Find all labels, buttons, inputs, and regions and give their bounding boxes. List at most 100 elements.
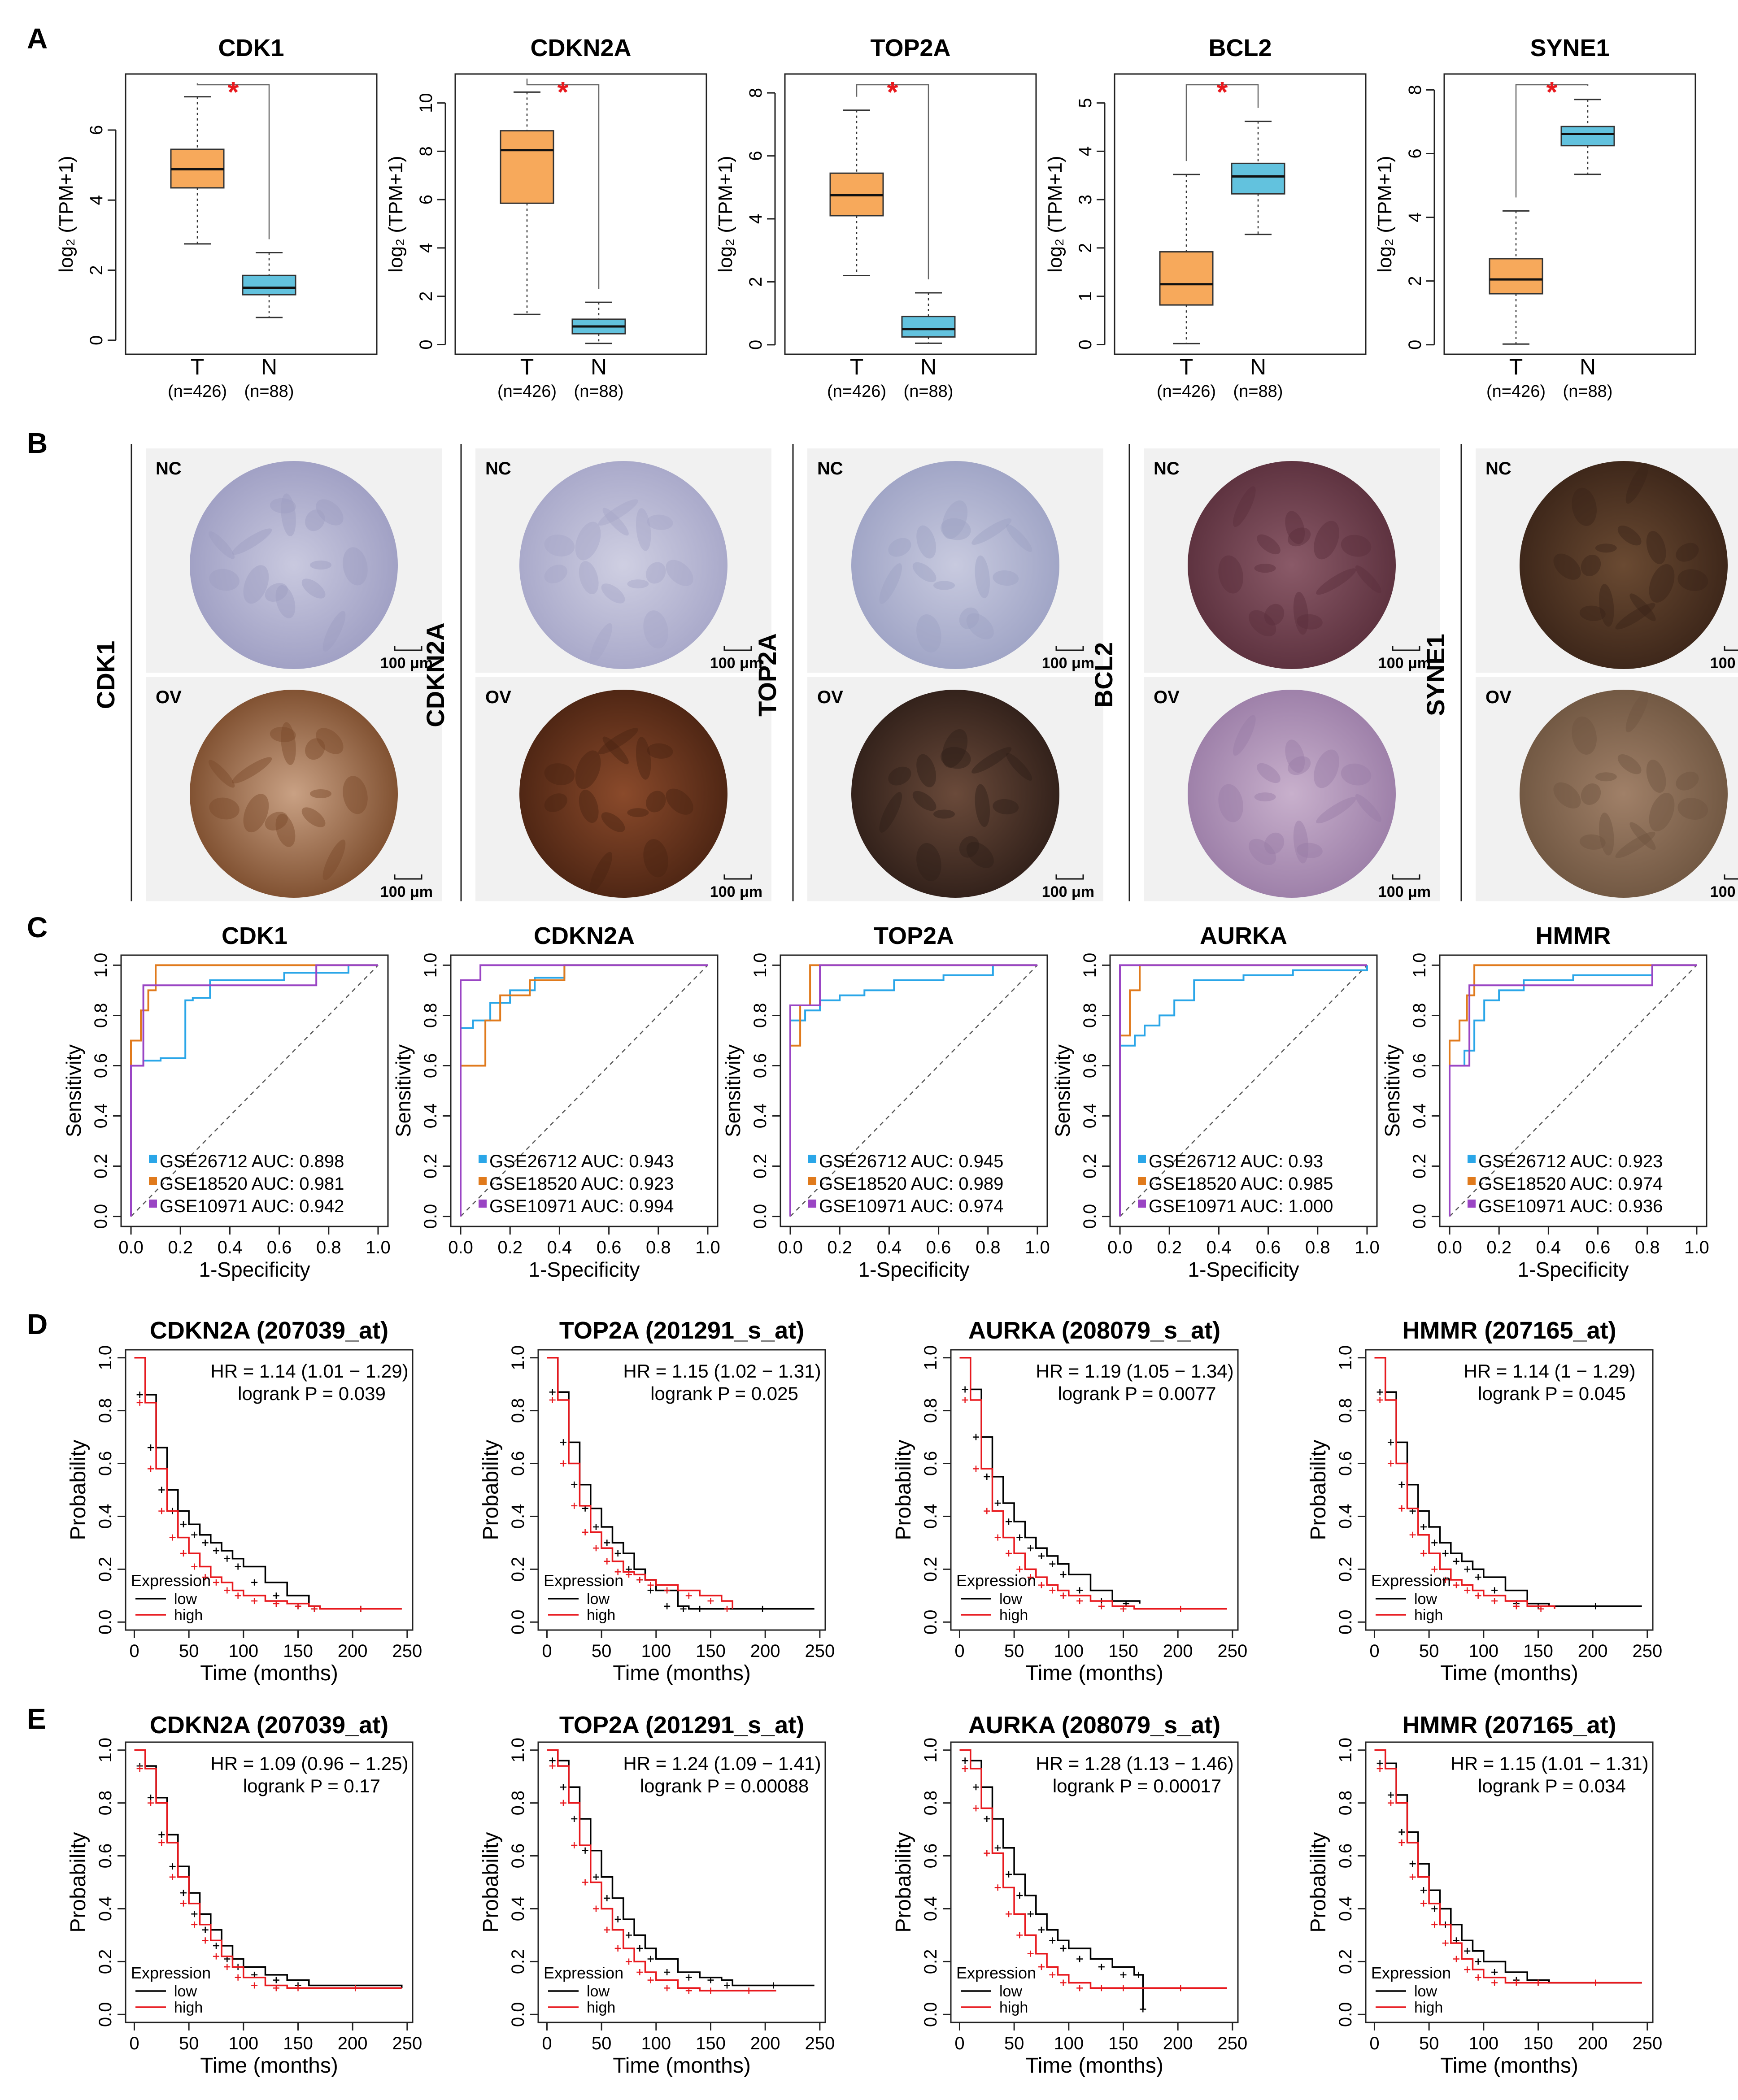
censor-mark xyxy=(295,1603,301,1609)
censor-mark xyxy=(1376,1397,1383,1404)
plot-frame xyxy=(784,73,1037,355)
km-aurka-208079-s-at: AURKA (208079_s_at) 0 50 100 150 200 250 0.0 0.2… xyxy=(892,1712,1247,2078)
hazard-ratio: HR = 1.09 (0.96 − 1.25) xyxy=(210,1753,408,1774)
chart-title: HMMR (207165_at) xyxy=(1402,1712,1616,1739)
ihc-syne1: SYNE1 NC 100 μm OV 100 μm xyxy=(1421,444,1738,901)
y-tick-label: 0.8 xyxy=(1336,1398,1355,1423)
x-tick-label: 0.4 xyxy=(877,1238,902,1257)
y-tick-label: 0.6 xyxy=(1336,1843,1355,1869)
tissue-texture xyxy=(1676,771,1699,791)
tissue-texture xyxy=(1254,564,1276,573)
significance-bracket xyxy=(196,83,270,239)
censor-mark xyxy=(1453,1558,1459,1565)
censor-mark xyxy=(273,1985,279,1991)
censor-mark xyxy=(1177,1605,1184,1612)
censor-mark xyxy=(1464,1966,1471,1973)
plot-frame xyxy=(950,1349,1239,1631)
y-axis-label: Sensitivity xyxy=(1381,1044,1404,1137)
censor-mark xyxy=(295,1985,301,1991)
chart-title: HMMR xyxy=(1536,922,1611,949)
y-tick-label: 0.2 xyxy=(421,1154,440,1179)
roc-curve-gse26712 xyxy=(1449,964,1697,1217)
group-n: (n=426) xyxy=(497,382,557,401)
censor-mark xyxy=(169,1874,176,1880)
tissue-texture xyxy=(1296,614,1323,630)
censor-mark xyxy=(1491,1979,1498,1986)
y-tick-label: 0.8 xyxy=(1080,1003,1100,1028)
legend-swatch xyxy=(149,1200,157,1208)
censor-mark xyxy=(984,1815,990,1822)
censor-mark xyxy=(1016,1534,1023,1541)
x-axis-label: 1-Specificity xyxy=(858,1258,970,1281)
censor-mark xyxy=(191,1921,198,1928)
x-tick-label: 250 xyxy=(1217,2034,1247,2053)
box-t xyxy=(500,91,554,315)
y-tick-label: 0.6 xyxy=(91,1053,111,1078)
censor-mark xyxy=(707,1987,714,1994)
y-tick-label: 0.6 xyxy=(921,1451,941,1476)
censor-mark xyxy=(664,1969,671,1975)
censor-mark xyxy=(147,1465,154,1472)
y-tick-label: 0.6 xyxy=(1336,1451,1355,1476)
censor-mark xyxy=(994,1844,1001,1851)
x-tick-label: 0.0 xyxy=(118,1238,144,1257)
box-iqr xyxy=(1560,126,1615,147)
tissue-core xyxy=(1188,461,1396,669)
km-curve-high xyxy=(1374,1749,1642,1984)
y-axis-label: Sensitivity xyxy=(1051,1044,1074,1137)
panel-c-roc-curves: CDK1 0.0 0.0 0.2 0.2 0.4 0.4 0.6 0.6 0.8 0.8 1.0 1.0… xyxy=(62,922,1709,1281)
y-tick-label: 0.2 xyxy=(96,1557,115,1582)
box-n xyxy=(1231,121,1285,235)
x-tick-label: 150 xyxy=(696,1641,726,1661)
censor-mark xyxy=(1431,1921,1438,1928)
censor-mark xyxy=(158,1508,165,1514)
scale-label: 100 μm xyxy=(1378,883,1431,900)
censor-mark xyxy=(1409,1874,1416,1880)
legend-title: Expression xyxy=(956,1571,1036,1590)
censor-mark xyxy=(1420,1887,1427,1894)
tissue-texture xyxy=(232,757,272,784)
x-tick-label: 50 xyxy=(179,2034,199,2053)
hazard-ratio: HR = 1.15 (1.01 − 1.31) xyxy=(1451,1753,1648,1774)
x-tick-label: 0.4 xyxy=(547,1238,572,1257)
legend-swatch xyxy=(149,1155,157,1163)
censor-mark xyxy=(680,1605,687,1612)
y-tick-label: 0.2 xyxy=(508,1557,528,1582)
censor-mark xyxy=(707,1598,714,1604)
tissue-texture xyxy=(971,747,1012,774)
x-tick-label: 150 xyxy=(1523,1641,1553,1661)
censor-mark xyxy=(311,1605,318,1612)
legend-label: low xyxy=(999,1591,1022,1608)
censor-mark xyxy=(1387,1800,1394,1806)
significance-star: * xyxy=(887,76,898,108)
censor-mark xyxy=(664,1603,671,1609)
chart-title: CDKN2A (207039_at) xyxy=(150,1317,388,1344)
scale-label: 100 μm xyxy=(1042,883,1094,900)
logrank-p: logrank P = 0.00017 xyxy=(1053,1775,1221,1796)
scale-label: 100 μm xyxy=(1378,655,1431,672)
tissue-texture xyxy=(646,791,666,813)
censor-mark xyxy=(549,1757,556,1764)
plot-frame xyxy=(1439,954,1708,1227)
censor-mark xyxy=(273,1600,279,1607)
censor-mark xyxy=(984,1474,990,1480)
tissue-texture xyxy=(912,562,937,583)
chart-title: AURKA (208079_s_at) xyxy=(968,1712,1220,1739)
censor-mark xyxy=(1442,1550,1449,1557)
chart-title: HMMR (207165_at) xyxy=(1402,1317,1616,1344)
y-tick-label: 0.4 xyxy=(750,1104,770,1129)
censor-mark xyxy=(1049,1971,1056,1978)
box-t xyxy=(1159,174,1214,344)
censor-mark xyxy=(549,1763,556,1770)
tissue-texture xyxy=(1625,691,1649,733)
hazard-ratio: HR = 1.24 (1.09 − 1.41) xyxy=(623,1753,821,1774)
chart-title: CDKN2A (207039_at) xyxy=(150,1712,388,1739)
censor-mark xyxy=(1475,1574,1481,1581)
diagonal-reference xyxy=(1449,965,1697,1217)
legend-swatch xyxy=(479,1155,487,1163)
y-tick-label: 8 xyxy=(416,146,436,156)
censor-mark xyxy=(1592,1979,1599,1986)
censor-mark xyxy=(147,1444,154,1451)
legend-label: GSE26712 AUC: 0.93 xyxy=(1149,1152,1323,1171)
y-axis-label: log₂ (TPM+1) xyxy=(385,156,407,272)
